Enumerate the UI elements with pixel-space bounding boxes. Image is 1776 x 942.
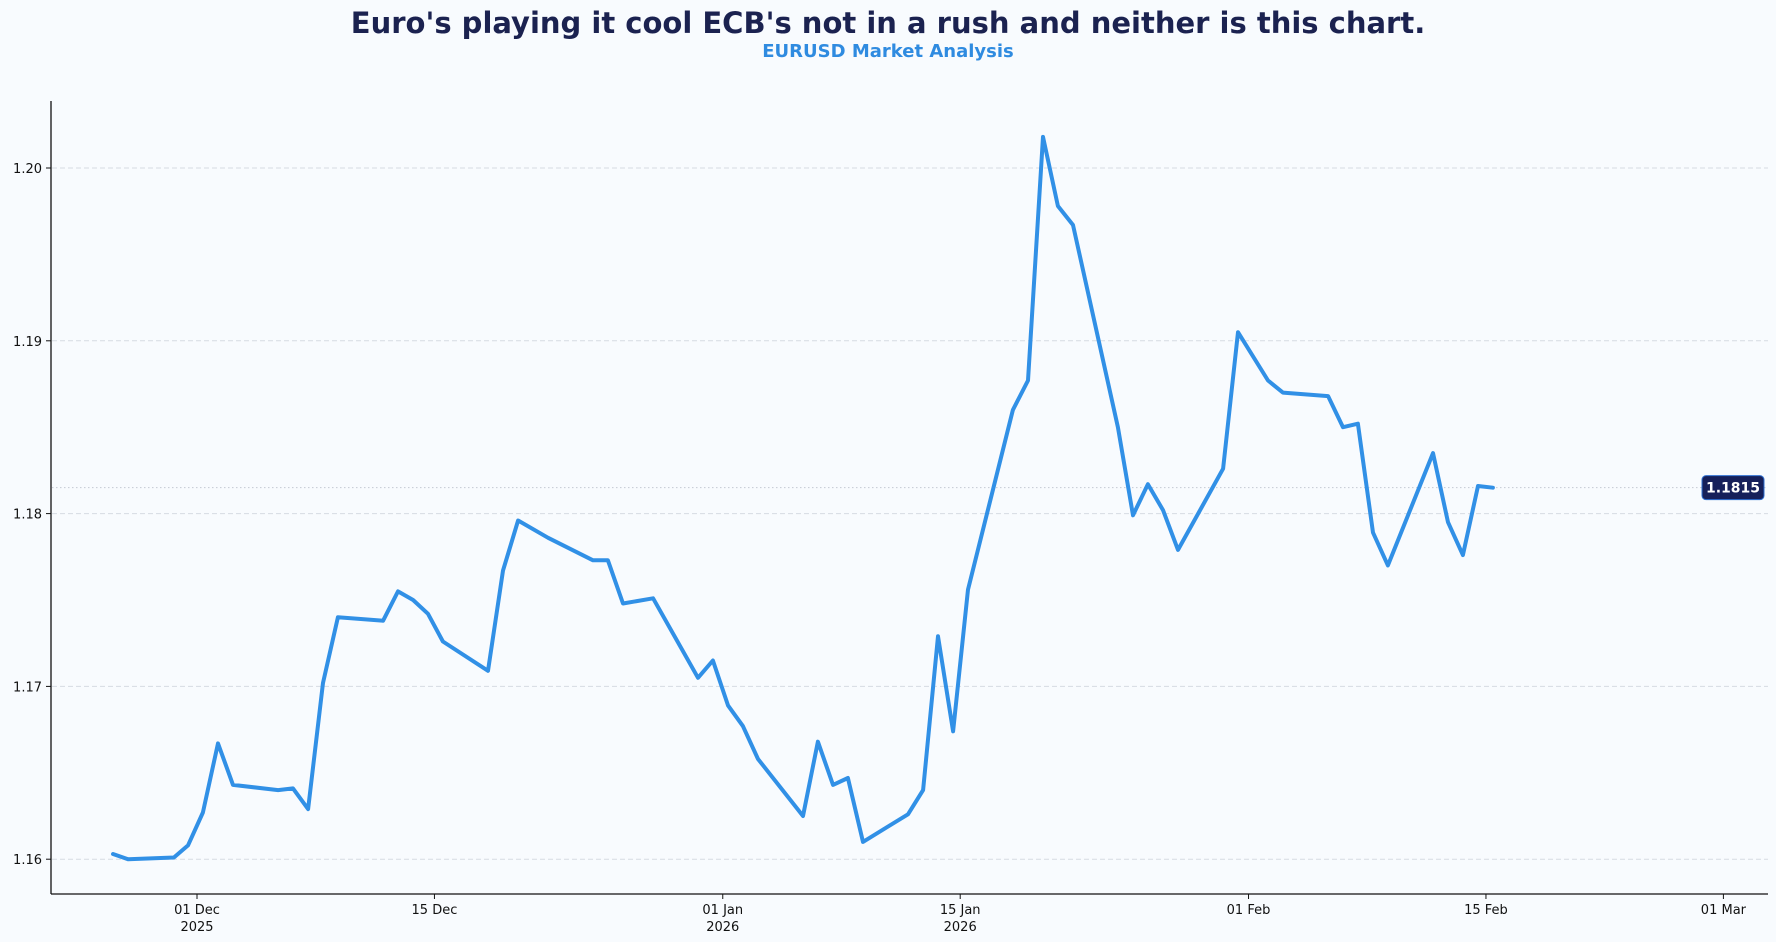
y-tick-label: 1.17 xyxy=(13,680,42,695)
x-tick-label: 01 Feb xyxy=(1227,903,1271,918)
y-tick-label: 1.19 xyxy=(13,335,42,350)
y-tick-label: 1.20 xyxy=(13,162,42,177)
x-tick-label: 15 Feb xyxy=(1464,903,1508,918)
last-value-label: 1.1815 xyxy=(1706,481,1760,497)
y-axis-ticks: 1.16 1.17 1.18 1.19 1.20 xyxy=(13,162,51,868)
x-axis-ticks: 01 Dec 2025 15 Dec 01 Jan 2026 15 Jan 2026 01 F… xyxy=(174,894,1747,935)
chart-subtitle: EURUSD Market Analysis xyxy=(762,41,1014,62)
last-value-badge: 1.1815 xyxy=(1701,475,1765,501)
y-tick-label: 1.18 xyxy=(13,508,42,523)
x-tick-year-label: 2025 xyxy=(180,920,213,935)
x-tick-label: 01 Dec xyxy=(174,903,220,918)
y-tick-label: 1.16 xyxy=(13,853,42,868)
y-gridlines xyxy=(52,167,1768,860)
x-tick-label: 01 Mar xyxy=(1701,903,1747,918)
x-tick-label: 01 Jan xyxy=(702,903,743,918)
x-tick-label: 15 Dec xyxy=(412,903,458,918)
x-tick-year-label: 2026 xyxy=(706,920,739,935)
x-tick-year-label: 2026 xyxy=(944,920,977,935)
eurusd-price-line xyxy=(111,134,1495,862)
chart-title: Euro's playing it cool ECB's not in a ru… xyxy=(350,6,1426,40)
x-tick-label: 15 Jan xyxy=(940,903,981,918)
